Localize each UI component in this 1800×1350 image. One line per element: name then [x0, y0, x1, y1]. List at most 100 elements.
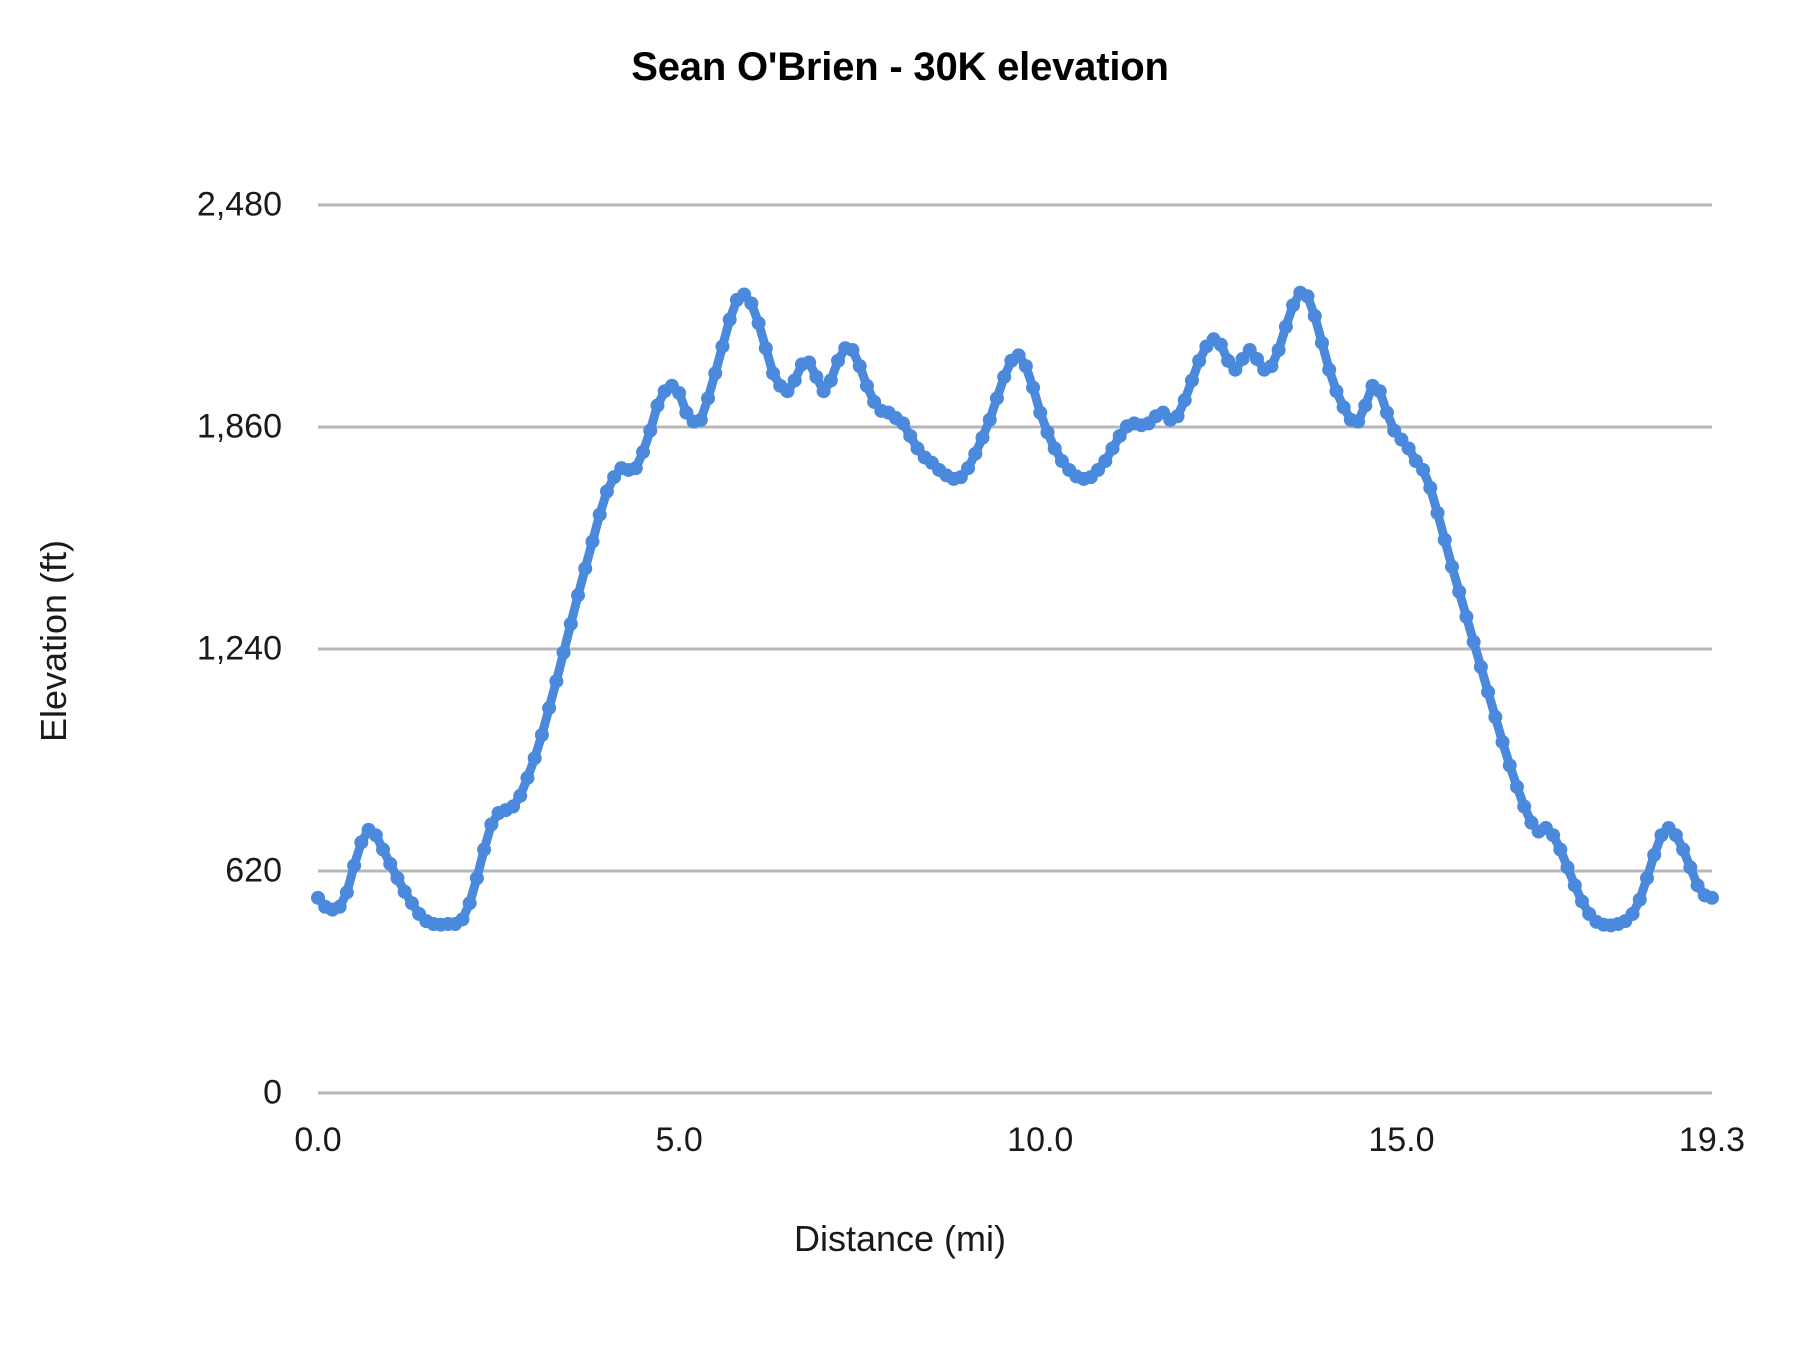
data-point-marker — [1213, 337, 1228, 352]
data-point-marker — [1481, 684, 1496, 699]
data-point-marker — [332, 899, 347, 914]
series-line — [313, 288, 1717, 930]
data-point-marker — [831, 353, 846, 368]
data-point-marker — [1553, 842, 1568, 857]
data-point-marker — [1401, 441, 1416, 456]
x-axis-tick-label: 5.0 — [655, 1121, 703, 1159]
data-point-marker — [968, 446, 983, 461]
data-point-marker — [989, 391, 1004, 406]
data-series-layer — [311, 285, 1719, 933]
x-axis-tick-label: 15.0 — [1368, 1121, 1435, 1159]
data-point-marker — [520, 770, 535, 785]
data-point-marker — [1018, 359, 1033, 374]
data-point-marker — [1314, 335, 1329, 350]
data-point-marker — [1249, 351, 1264, 366]
data-point-marker — [787, 373, 802, 388]
chart-title: Sean O'Brien - 30K elevation — [631, 45, 1169, 89]
data-point-marker — [1105, 441, 1120, 456]
data-point-marker — [1668, 828, 1683, 843]
data-point-marker — [975, 430, 990, 445]
data-point-marker — [751, 316, 766, 331]
data-point-marker — [1112, 428, 1127, 443]
data-point-marker — [390, 871, 405, 886]
data-point-marker — [1098, 454, 1113, 469]
data-point-marker — [693, 412, 708, 427]
data-point-marker — [571, 588, 586, 603]
data-point-marker — [1351, 414, 1366, 429]
data-point-marker — [1452, 584, 1467, 599]
data-point-marker — [534, 727, 549, 742]
data-point-marker — [1495, 735, 1510, 750]
x-axis-tick-label: 0.0 — [294, 1121, 342, 1159]
data-point-marker — [1444, 559, 1459, 574]
data-point-marker — [1184, 373, 1199, 388]
data-point-marker — [527, 751, 542, 766]
data-point-marker — [1683, 860, 1698, 875]
data-point-marker — [469, 871, 484, 886]
x-axis-tick-label: 10.0 — [1007, 1121, 1074, 1159]
x-axis-title: Distance (mi) — [793, 1218, 1007, 1259]
data-point-marker — [1026, 380, 1041, 395]
data-point-marker — [1177, 393, 1192, 408]
data-point-marker — [383, 856, 398, 871]
data-point-marker — [1625, 906, 1640, 921]
y-axis-tick-label: 0 — [263, 1073, 282, 1112]
data-point-marker — [578, 561, 593, 576]
data-point-marker — [715, 339, 730, 354]
data-point-marker — [701, 391, 716, 406]
data-point-marker — [462, 896, 477, 911]
data-point-marker — [1271, 343, 1286, 358]
data-point-marker — [549, 674, 564, 689]
data-point-marker — [1228, 362, 1243, 377]
data-point-marker — [1423, 480, 1438, 495]
data-point-marker — [1517, 799, 1532, 814]
data-point-marker — [347, 858, 362, 873]
data-point-marker — [506, 799, 521, 814]
data-point-marker — [643, 423, 658, 438]
data-point-marker — [556, 645, 571, 660]
data-point-marker — [852, 359, 867, 374]
data-point-marker — [708, 366, 723, 381]
data-point-marker — [961, 461, 976, 476]
data-point-marker — [1546, 828, 1561, 843]
data-point-marker — [780, 384, 795, 399]
data-point-marker — [744, 296, 759, 311]
data-point-marker — [1047, 441, 1062, 456]
y-axis-tick-label: 1,240 — [196, 629, 282, 668]
data-point-marker — [636, 445, 651, 460]
data-point-marker — [1170, 409, 1185, 424]
data-point-marker — [1509, 779, 1524, 794]
data-point-marker — [1264, 359, 1279, 374]
data-point-marker — [1567, 878, 1582, 893]
data-point-marker — [859, 378, 874, 393]
data-point-marker — [1416, 462, 1431, 477]
data-point-marker — [1322, 362, 1337, 377]
data-point-marker — [1502, 758, 1517, 773]
data-point-marker — [513, 788, 528, 803]
data-point-marker — [1336, 400, 1351, 415]
data-point-marker — [563, 616, 578, 631]
data-point-marker — [592, 507, 607, 522]
data-point-marker — [1011, 348, 1026, 363]
data-point-marker — [1676, 842, 1691, 857]
data-point-marker — [809, 369, 824, 384]
data-point-marker — [1473, 659, 1488, 674]
data-point-marker — [1040, 425, 1055, 440]
data-point-marker — [1466, 634, 1481, 649]
data-point-marker — [1033, 405, 1048, 420]
data-point-marker — [1459, 609, 1474, 624]
data-point-marker — [1639, 871, 1654, 886]
data-point-marker — [1307, 309, 1322, 323]
data-point-marker — [982, 412, 997, 427]
data-point-marker — [455, 912, 470, 927]
data-point-marker — [802, 355, 817, 370]
data-point-marker — [1372, 384, 1387, 399]
data-point-marker — [1690, 878, 1705, 893]
x-axis-tick-label: 19.3 — [1678, 1121, 1746, 1159]
data-point-marker — [896, 416, 911, 431]
data-point-marker — [845, 343, 860, 358]
y-axis-tick-label: 1,860 — [196, 407, 282, 446]
data-point-marker — [1300, 289, 1315, 304]
